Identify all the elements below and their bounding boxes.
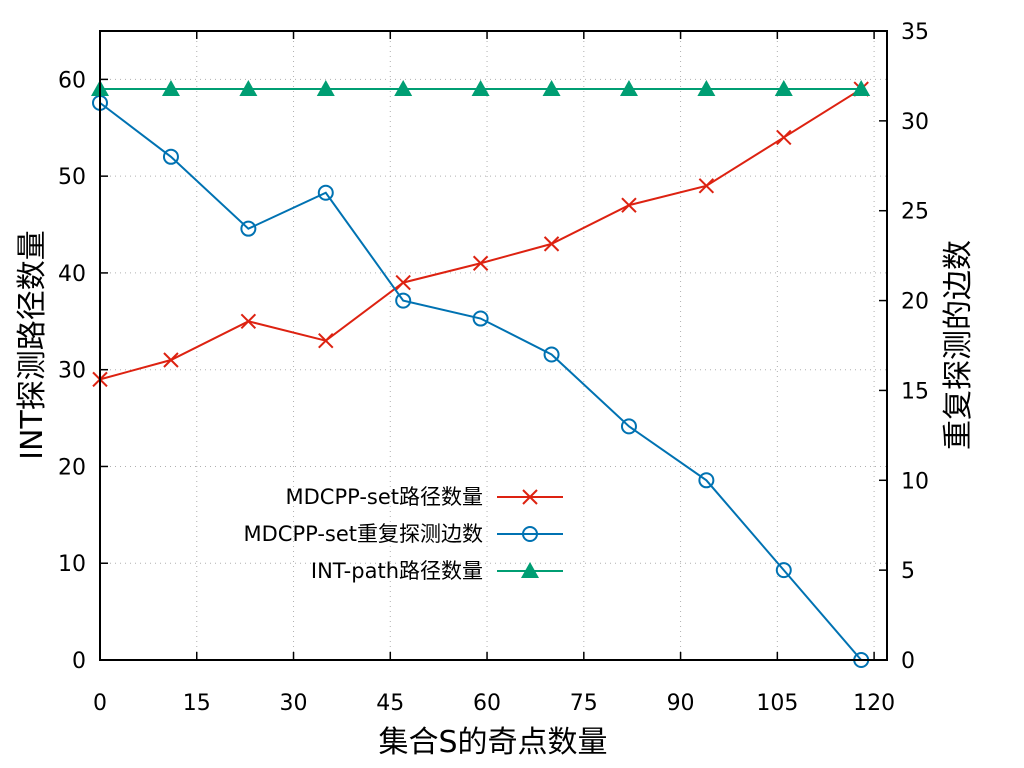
- data-point-2: [239, 80, 258, 97]
- x-tick-label: 45: [376, 691, 404, 716]
- x-tick-label: 60: [473, 691, 501, 716]
- data-point-0: [318, 332, 334, 349]
- x-tick-label: 105: [756, 691, 798, 716]
- data-point-0: [621, 197, 637, 213]
- x-tick-label: 75: [570, 691, 598, 716]
- legend: MDCPP-set路径数量 MDCPP-set重复探测边数 INT-path路径数量: [244, 485, 563, 583]
- x-tick-label: 0: [93, 691, 107, 716]
- x-tick-label: 90: [667, 691, 695, 716]
- data-point-2: [697, 80, 716, 97]
- data-point-0: [543, 236, 560, 252]
- legend-label: MDCPP-set路径数量: [286, 485, 484, 509]
- data-point-2: [394, 80, 413, 97]
- legend-marker: [521, 562, 539, 578]
- series-line-0: [99, 88, 862, 381]
- data-point-2: [471, 80, 490, 97]
- data-point-1: [543, 346, 560, 363]
- y2-tick-label: 10: [901, 469, 929, 494]
- data-point-1: [775, 562, 792, 579]
- y2-tick-label: 5: [901, 559, 915, 584]
- x-tick-label: 15: [183, 691, 211, 716]
- y2-tick-label: 35: [901, 20, 929, 45]
- data-point-2: [161, 80, 180, 97]
- grid: [100, 31, 887, 660]
- series-line-1: [99, 102, 862, 661]
- data-point-0: [163, 352, 179, 368]
- data-point-0: [240, 313, 257, 330]
- data-point-1: [240, 220, 257, 237]
- y-tick-label: 40: [58, 262, 86, 287]
- data-point-0: [698, 178, 715, 194]
- data-point-1: [698, 472, 715, 489]
- data-point-2: [852, 80, 871, 97]
- data-point-1: [395, 292, 412, 309]
- y2-tick-label: 30: [901, 110, 929, 135]
- y-axis-title: INT探测路径数量: [15, 230, 50, 460]
- data-point-1: [317, 184, 334, 201]
- y-tick-label: 20: [58, 455, 86, 480]
- y-tick-label: 0: [72, 649, 86, 674]
- y2-tick-label: 0: [901, 649, 915, 674]
- y2-tick-label: 20: [901, 290, 929, 315]
- data-point-2: [619, 80, 638, 97]
- data-point-0: [776, 129, 792, 146]
- legend-marker: [522, 526, 538, 542]
- x-tick-label: 120: [853, 691, 895, 716]
- data-point-1: [472, 310, 489, 327]
- y-tick-label: 50: [58, 165, 86, 190]
- data-point-2: [542, 80, 561, 97]
- data-point-0: [472, 255, 489, 271]
- legend-label: MDCPP-set重复探测边数: [244, 522, 484, 546]
- data-point-1: [620, 418, 637, 435]
- y2-tick-label: 25: [901, 200, 929, 225]
- data-point-0: [395, 274, 411, 291]
- data-point-1: [162, 148, 179, 165]
- data-point-2: [316, 80, 335, 97]
- y2-tick-label: 15: [901, 379, 929, 404]
- axis-ticks: 0 15 30 45 60 75 90 105 120010203040506005101520…: [58, 20, 929, 716]
- x-axis-title: 集合S的奇点数量: [378, 725, 607, 760]
- data-point-2: [774, 80, 793, 97]
- legend-marker: [522, 489, 538, 505]
- y2-axis-title: 重复探测的边数: [941, 240, 976, 450]
- y-tick-label: 60: [58, 68, 86, 93]
- legend-label: INT-path路径数量: [311, 559, 483, 583]
- plot-frame: [99, 30, 888, 661]
- series-layer: [91, 80, 871, 668]
- y-tick-label: 30: [58, 359, 86, 384]
- x-tick-label: 30: [280, 691, 308, 716]
- y-tick-label: 10: [58, 552, 86, 577]
